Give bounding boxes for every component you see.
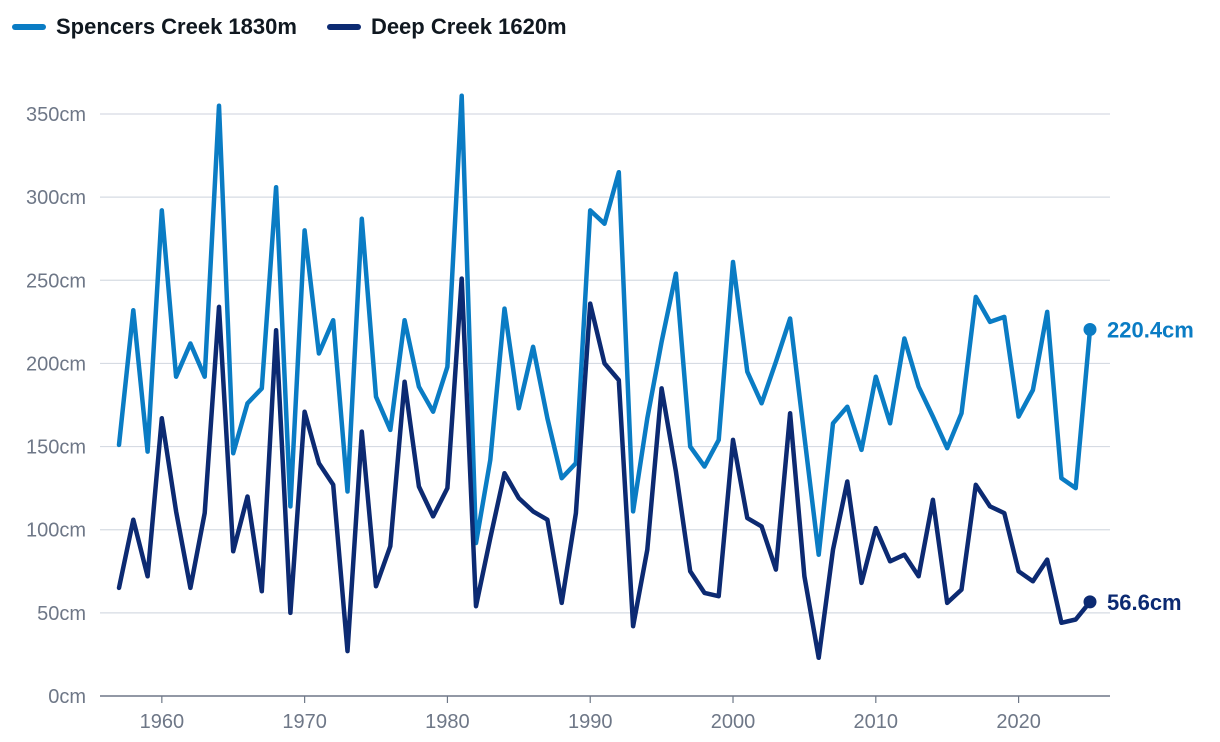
- y-tick-label: 250cm: [26, 270, 86, 292]
- y-tick-label: 100cm: [26, 520, 86, 542]
- end-point-deep-creek: [1083, 595, 1097, 609]
- legend-item-deep-creek: Deep Creek 1620m: [326, 14, 567, 40]
- x-tick-label: 1960: [140, 711, 185, 733]
- x-tick-label: 2000: [711, 711, 756, 733]
- series-line-spencers-creek: [116, 93, 1093, 557]
- y-tick-label: 300cm: [26, 187, 86, 209]
- y-tick-label: 50cm: [37, 603, 86, 625]
- x-tick-label: 1970: [282, 711, 327, 733]
- x-tick-label: 1980: [425, 711, 470, 733]
- x-tick-label: 1990: [568, 711, 613, 733]
- y-tick-label: 150cm: [26, 437, 86, 459]
- legend-label-spencers-creek: Spencers Creek 1830m: [56, 14, 297, 39]
- end-point-spencers-creek: [1083, 323, 1097, 337]
- y-tick-label: 350cm: [26, 104, 86, 126]
- end-label-deep-creek: 56.6cm: [1107, 590, 1182, 615]
- legend-label-deep-creek: Deep Creek 1620m: [370, 14, 567, 39]
- legend-swatch-spencers-creek: [12, 24, 46, 30]
- x-tick-label: 2020: [996, 711, 1041, 733]
- end-label-spencers-creek: 220.4cm: [1107, 318, 1194, 343]
- y-tick-label: 0cm: [48, 686, 86, 708]
- y-tick-label: 200cm: [26, 353, 86, 375]
- legend-swatch-deep-creek: [326, 24, 361, 30]
- series-line-deep-creek: [116, 276, 1093, 661]
- legend: Spencers Creek 1830m Deep Creek 1620m: [12, 14, 567, 40]
- x-tick-label: 2010: [854, 711, 899, 733]
- legend-item-spencers-creek: Spencers Creek 1830m: [12, 14, 297, 40]
